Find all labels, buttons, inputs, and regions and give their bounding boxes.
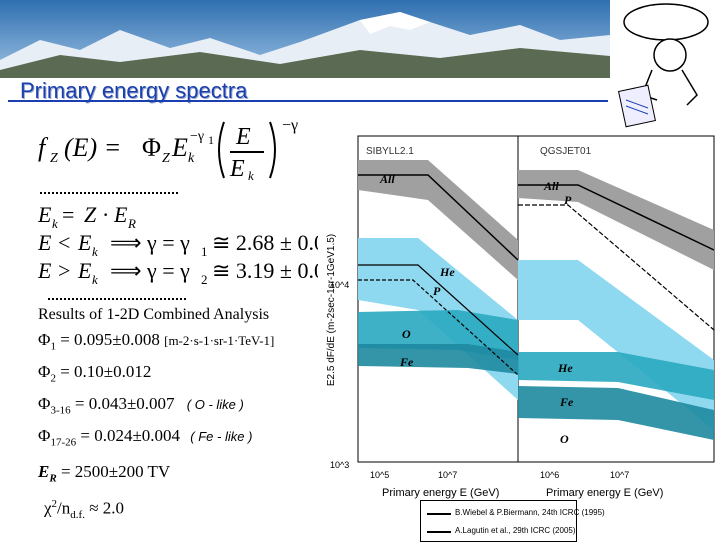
svg-text:⟹ γ = γ: ⟹ γ = γ [110,258,190,283]
label-left-fe: Fe [399,355,414,369]
band-right-teal [518,352,714,400]
svg-text:k: k [52,216,58,231]
reference-1: B.Wiebel & P.Biermann, 24th ICRC (1995) [455,508,605,517]
svg-text:k: k [188,151,195,166]
chart-xlabel-left: Primary energy E (GeV) [382,487,499,499]
legend-arrow-1 [427,513,451,515]
curve-right-all [518,184,715,251]
chart-ylabel: E2.5 dF/dE (m-2sec-1sr-1GeV1.5) [326,234,337,386]
label-left-p: P [433,284,441,298]
svg-text:E: E [113,202,128,227]
svg-text:E: E [229,156,245,182]
svg-text:≅ 2.68 ± 0.02: ≅ 2.68 ± 0.02 [212,230,318,255]
label-right-all: All [543,179,559,193]
svg-text:·: · [102,202,109,227]
reference-2: A.Lagutin et al., 29th ICRC (2005) [455,526,576,535]
svg-text:=: = [62,202,74,227]
cartoon-thinker-illustration [617,3,709,128]
svg-text:(E) =: (E) = [64,133,121,162]
band-right-dark [518,386,714,440]
svg-text:E: E [171,133,188,162]
label-right-he: He [557,361,573,375]
svg-text:E: E [77,230,92,255]
energy-spectra-chart: E2.5 dF/dE (m-2sec-1sr-1GeV1.5) SIBYLL2.… [326,135,715,499]
curve-left-p [358,279,519,376]
svg-text:>: > [58,258,70,283]
svg-text:f: f [38,133,49,162]
chi-line: χ2/nd.f. ≈ 2.0 [44,498,125,522]
svg-text:1: 1 [208,133,214,147]
svg-text:≅ 3.19 ± 0.03: ≅ 3.19 ± 0.03 [212,258,318,283]
svg-text:⟹ γ = γ: ⟹ γ = γ [110,230,190,255]
svg-text:k: k [248,168,254,183]
phi1-line: Φ1 = 0.095±0.008 [m-2·s-1·sr-1·TeV-1] [38,330,275,353]
svg-text:k: k [92,244,98,259]
mountain-banner [0,0,610,78]
title-underline [8,100,608,102]
svg-text:2: 2 [201,272,208,287]
knee-formulas: E k = Z · E R E < E k ⟹ γ = γ 1 ≅ 2.68 ±… [38,202,318,287]
band-right-all [518,170,714,270]
references-legend: B.Wiebel & P.Biermann, 24th ICRC (1995) … [420,500,605,542]
svg-text:E: E [38,258,52,283]
curve-left-he [358,264,519,356]
phi3-line: Φ3-16 = 0.043±0.007 ( O - like ) [38,394,244,417]
svg-text:R: R [127,216,136,231]
x-tick-label-left-2: 10^7 [438,470,457,480]
band-left-all [358,160,518,280]
svg-text:−γ: −γ [190,129,204,144]
svg-text:E: E [38,230,52,255]
x-tick-label-right-1: 10^6 [540,470,559,480]
band-left-dark [358,344,518,374]
label-left-he: He [439,265,455,279]
svg-text:Z: Z [162,151,170,166]
svg-text:<: < [58,230,70,255]
legend-arrow-2 [427,531,451,533]
y-tick-label-1: 10^4 [330,280,349,290]
er-line: ER = 2500±200 TV [38,462,171,485]
label-right-o: O [560,432,569,446]
panel-title-left: SIBYLL2.1 [366,146,414,157]
label-left-all: All [379,172,395,186]
x-tick-label-right-2: 10^7 [610,470,629,480]
svg-text:Z: Z [84,202,97,227]
svg-text:k: k [92,272,98,287]
chart-xlabel-right: Primary energy E (GeV) [546,487,663,499]
phi2-line: Φ2 = 0.10±0.012 [38,362,152,385]
svg-text:Φ: Φ [142,133,161,162]
label-right-fe: Fe [559,395,574,409]
svg-text:E: E [235,124,251,150]
svg-text:−γ: −γ [282,117,298,134]
dotted-separator-1 [40,192,178,194]
label-left-o: O [402,327,411,341]
y-tick-label-2: 10^3 [330,460,349,470]
svg-text:E: E [38,202,52,227]
panel-title-right: QGSJET01 [540,146,592,157]
svg-text:1: 1 [201,244,208,259]
page-title: Primary energy spectra [20,78,248,103]
spectrum-formula: f Z (E) = Φ Z E k −γ 1 E E k −γ [38,117,298,183]
phi4-line: Φ17-26 = 0.024±0.004 ( Fe - like ) [38,426,253,449]
x-tick-label-left-1: 10^5 [370,470,389,480]
results-heading: Results of 1-2D Combined Analysis [38,306,270,323]
svg-text:Z: Z [50,151,58,166]
curve-left-all [358,174,519,261]
curve-right-p [518,204,715,331]
dotted-separator-2 [48,298,186,300]
svg-text:E: E [77,258,92,283]
label-right-p: P [564,193,572,207]
